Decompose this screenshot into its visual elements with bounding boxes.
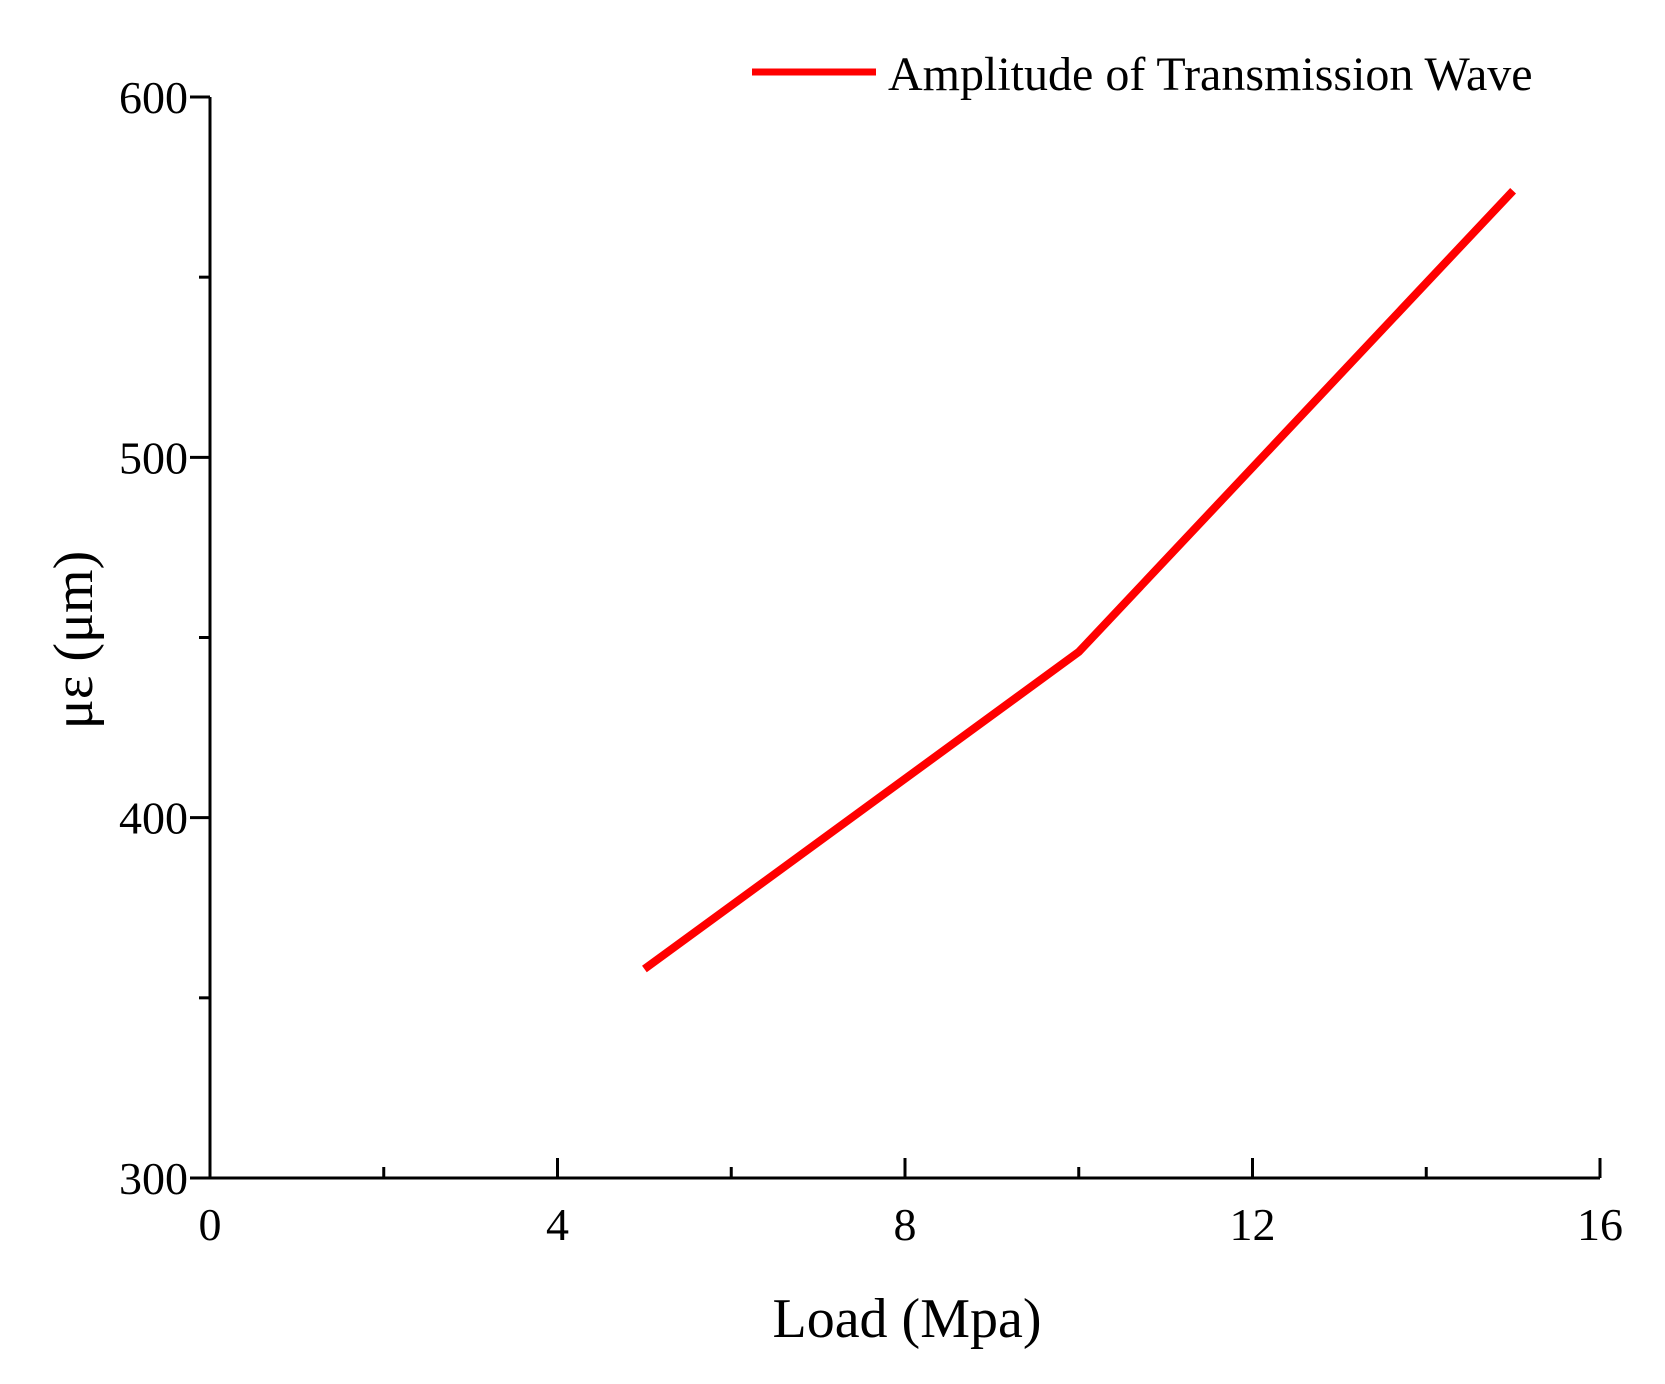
series [642, 187, 1517, 973]
y-tick-label: 600 [119, 72, 188, 123]
x-tick-label: 4 [546, 1199, 569, 1250]
x-tick-label: 16 [1577, 1199, 1623, 1250]
y-axis-title: με (μm) [43, 551, 105, 729]
x-tick-label: 0 [199, 1199, 222, 1250]
y-tick-label: 300 [119, 1153, 188, 1204]
x-tick-label: 12 [1230, 1199, 1276, 1250]
tick-marks [190, 95, 1602, 1180]
legend-label: Amplitude of Transmission Wave [888, 48, 1533, 101]
legend: Amplitude of Transmission Wave [752, 48, 1533, 101]
y-tick-label: 400 [119, 793, 188, 844]
tick-labels: 0 4 8 12 16 300 400 500 600 [119, 72, 1623, 1250]
x-tick-label: 8 [894, 1199, 917, 1250]
series-line [642, 187, 1517, 973]
y-tick-label: 500 [119, 432, 188, 483]
x-axis-title: Load (Mpa) [772, 1288, 1041, 1350]
axes [208, 97, 1600, 1180]
